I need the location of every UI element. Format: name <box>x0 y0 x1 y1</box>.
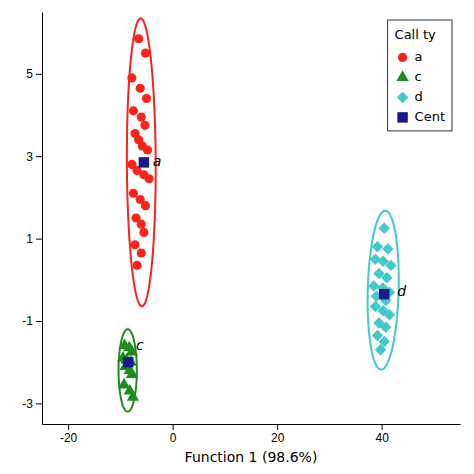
point <box>375 344 386 355</box>
y-tick-mark <box>36 156 42 157</box>
x-tick: 0 <box>170 424 177 445</box>
point <box>129 189 138 198</box>
x-tick-mark <box>68 424 69 430</box>
point <box>137 248 146 257</box>
annotation: d <box>397 283 406 299</box>
point <box>134 34 143 43</box>
x-tick: -20 <box>60 424 78 445</box>
point <box>141 49 150 58</box>
point <box>382 243 393 254</box>
x-tick-label: 40 <box>375 431 389 445</box>
legend-symbol <box>397 112 407 122</box>
chart: -2002040-3-1135Function 1 (98.6%)acdCall… <box>0 0 474 474</box>
point <box>129 106 138 115</box>
point <box>372 241 383 252</box>
legend-title: Call ty <box>395 27 436 42</box>
legend-box <box>388 20 452 131</box>
ellipse <box>368 211 399 370</box>
y-axis-line <box>42 13 43 425</box>
y-tick-label: 5 <box>26 67 33 81</box>
point <box>139 228 148 237</box>
point <box>384 309 395 320</box>
x-tick-label: 0 <box>170 431 177 445</box>
annotation: a <box>153 153 162 169</box>
annotation: c <box>136 337 144 353</box>
point <box>370 253 381 264</box>
legend: Call ty acd Cent <box>388 20 452 131</box>
y-tick-mark <box>36 74 42 75</box>
plot-area <box>117 18 399 411</box>
x-axis: -20 0 20 40 <box>43 424 461 445</box>
x-axis-line <box>43 424 461 425</box>
point <box>143 145 152 154</box>
x-axis-title: Function 1 (98.6%) <box>185 449 318 465</box>
y-tick: 3 <box>26 150 42 164</box>
point <box>140 121 149 130</box>
centroid <box>139 157 149 167</box>
legend-label: Cent <box>415 109 445 124</box>
y-tick-mark <box>36 403 42 404</box>
y-tick-label: -1 <box>22 314 33 328</box>
point <box>127 73 136 82</box>
y-tick: -1 <box>22 314 42 328</box>
point <box>127 390 139 401</box>
point <box>142 94 151 103</box>
centroid <box>123 357 133 367</box>
legend-symbol <box>396 70 408 81</box>
x-tick-mark <box>277 424 278 430</box>
legend-label: a <box>415 49 423 64</box>
x-tick: 40 <box>375 424 389 445</box>
x-tick-label: 20 <box>271 431 285 445</box>
point <box>126 367 138 378</box>
x-tick: 20 <box>271 424 285 445</box>
y-tick-label: 1 <box>26 232 33 246</box>
point <box>385 260 396 271</box>
point <box>141 201 150 210</box>
legend-symbol <box>398 53 407 62</box>
point <box>136 84 145 93</box>
x-tick-mark <box>173 424 174 430</box>
point <box>378 223 389 234</box>
x-tick-mark <box>382 424 383 430</box>
legend-label: d <box>415 89 423 104</box>
legend-symbol <box>397 92 408 103</box>
y-tick-mark <box>36 321 42 322</box>
y-tick: 1 <box>26 232 42 246</box>
ellipse <box>127 18 156 306</box>
legend-label: c <box>415 69 422 84</box>
point <box>380 321 391 332</box>
y-tick: 5 <box>26 67 42 81</box>
point <box>133 261 142 270</box>
point <box>145 174 154 183</box>
point <box>137 112 146 121</box>
y-tick-label: 3 <box>26 150 33 164</box>
centroid <box>379 289 389 299</box>
y-tick: -3 <box>22 397 42 411</box>
x-tick-label: -20 <box>60 431 78 445</box>
point <box>381 272 392 283</box>
y-tick-label: -3 <box>22 397 33 411</box>
point <box>368 280 379 291</box>
point <box>130 240 139 249</box>
point <box>137 220 146 229</box>
y-axis: -3 -1 1 3 5 <box>22 13 42 425</box>
y-tick-mark <box>36 239 42 240</box>
